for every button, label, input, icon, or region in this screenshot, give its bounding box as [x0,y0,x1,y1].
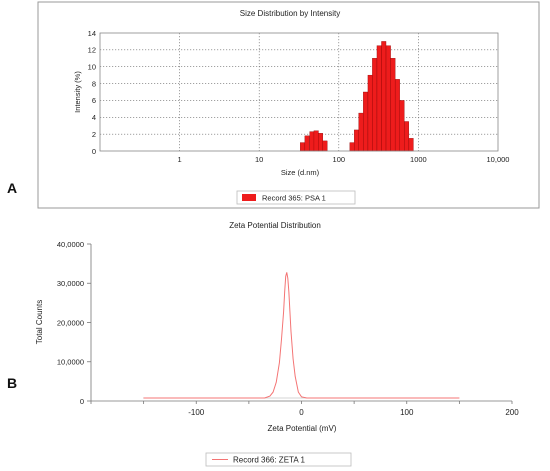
chart-a-bar [318,133,323,152]
chart-a-legend-swatch [242,194,256,201]
chart-a-bar [394,79,400,152]
chart-b-legend-box [205,452,352,467]
chart-a-bar [399,100,405,152]
chart-a-bar [381,41,387,152]
panel-label-b: B [7,375,17,391]
chart-b-xtick-label: 100 [400,408,414,417]
chart-b-ylabel: Total Counts [35,300,44,344]
chart-b-series-line [143,272,460,399]
chart-b-xtick-label: 0 [299,408,304,417]
chart-a-ytick-label: 2 [92,130,96,139]
chart-a-bar [372,58,378,152]
chart-a-ytick-label: 0 [92,147,96,156]
chart-b-y-axis: 0 10,0000 20,0000 30,0000 40,0000 [57,240,91,406]
chart-b-legend: Record 366: ZETA 1 [205,452,352,467]
chart-a-ytick-label: 12 [88,46,96,55]
chart-b-ytick-label: 0 [80,397,84,406]
chart-a-ylabel: Intensity (%) [73,71,82,113]
chart-a-bar [304,135,310,152]
chart-b-title: Zeta Potential Distribution [229,221,321,230]
chart-a-bar [354,129,359,152]
chart-a-bar [300,142,305,152]
chart-b-legend-label: Record 366: ZETA 1 [233,456,305,465]
chart-a-ytick-label: 14 [88,29,96,38]
chart-a-xtick-label: 10,000 [487,155,510,164]
panel-label-a: A [7,180,17,196]
chart-b-ytick-label: 10,0000 [57,358,84,367]
chart-a-y-axis: 0 2 4 6 8 10 12 14 [88,29,96,156]
chart-a-bar [309,131,315,152]
chart-a-title: Size Distribution by Intensity [240,9,341,18]
chart-a-xtick-label: 10 [255,155,263,164]
chart-b-ytick-label: 30,0000 [57,279,84,288]
chart-a-bar [313,130,319,152]
chart-b-xlabel: Zeta Potential (mV) [268,424,337,433]
panel-a-frame [37,1,540,209]
chart-a-legend-label: Record 365: PSA 1 [262,194,326,203]
chart-a-bar [385,45,391,152]
chart-a-x-axis: 1 10 100 1000 10,000 [178,155,510,164]
chart-a-bar [358,112,364,152]
chart-a-bar [390,58,396,152]
chart-b-x-axis: -100 0 100 200 [143,401,519,417]
chart-a-bar [349,142,355,152]
chart-a-ytick-label: 8 [92,79,96,88]
chart-b-xtick-label: 200 [505,408,519,417]
chart-a-xlabel: Size (d.nm) [281,168,320,177]
chart-a-legend: Record 365: PSA 1 [236,190,356,205]
chart-a-plot-frame [99,32,499,152]
chart-a-legend-box [236,190,356,205]
chart-a-xtick-label: 1000 [410,155,427,164]
chart-a-bar [404,121,409,152]
chart-a-grid [100,33,498,151]
chart-a-bar [376,45,382,152]
chart-b-ytick-label: 20,0000 [57,318,84,327]
chart-a-ytick-label: 10 [88,63,96,72]
chart-b-ytick-label: 40,0000 [57,240,84,249]
chart-a-bar [367,74,373,152]
chart-a-xtick-label: 100 [333,155,346,164]
chart-a-ytick-label: 4 [92,113,96,122]
chart-b-xtick-label: -100 [188,408,205,417]
chart-a-xtick-label: 1 [178,155,182,164]
chart-a-bars [300,41,414,152]
chart-a-bar [408,138,414,152]
chart-a-bar [363,91,369,152]
chart-a-bar [322,140,328,152]
chart-a-ytick-label: 6 [92,96,96,105]
